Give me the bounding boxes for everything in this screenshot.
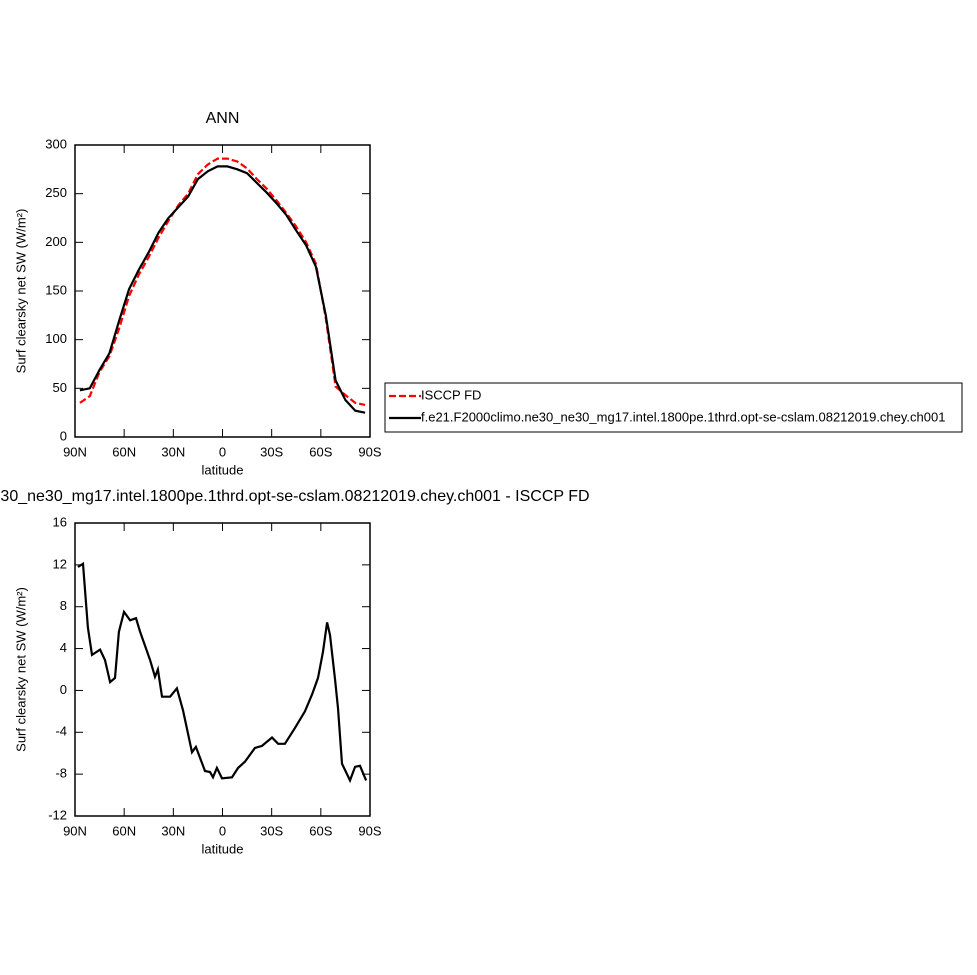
chart-title: f.e21.F2000climo.ne30_ne30_mg17.intel.18… bbox=[0, 488, 590, 505]
y-tick-label: 200 bbox=[45, 234, 67, 249]
y-axis-label: Surf clearsky net SW (W/m²) bbox=[13, 587, 28, 752]
y-tick-label: 300 bbox=[45, 136, 67, 151]
x-tick-label: 30S bbox=[260, 444, 283, 459]
x-tick-label: 30S bbox=[260, 823, 283, 838]
y-tick-label: 100 bbox=[45, 331, 67, 346]
y-tick-label: 12 bbox=[53, 556, 67, 571]
y-tick-label: 0 bbox=[60, 682, 67, 697]
data-line bbox=[79, 157, 366, 406]
data-line bbox=[79, 165, 366, 414]
x-axis-label: latitude bbox=[202, 462, 244, 477]
chart-title: ANN bbox=[206, 110, 240, 127]
data-line bbox=[77, 561, 368, 784]
x-axis-label: latitude bbox=[202, 841, 244, 856]
y-tick-label: 16 bbox=[53, 514, 67, 529]
y-tick-label: 250 bbox=[45, 185, 67, 200]
y-tick-label: 0 bbox=[60, 428, 67, 443]
x-tick-label: 90S bbox=[358, 444, 381, 459]
y-tick-label: 50 bbox=[53, 380, 67, 395]
legend-label: f.e21.F2000climo.ne30_ne30_mg17.intel.18… bbox=[421, 409, 945, 424]
y-tick-label: -4 bbox=[55, 724, 67, 739]
y-tick-label: 4 bbox=[60, 640, 67, 655]
x-tick-label: 60N bbox=[112, 444, 136, 459]
x-tick-label: 90N bbox=[63, 444, 87, 459]
x-tick-label: 0 bbox=[219, 444, 226, 459]
x-tick-label: 30N bbox=[161, 823, 185, 838]
legend-box bbox=[384, 382, 963, 433]
y-tick-label: 150 bbox=[45, 282, 67, 297]
legend-label: ISCCP FD bbox=[421, 387, 481, 402]
x-tick-label: 90S bbox=[358, 823, 381, 838]
x-tick-label: 30N bbox=[161, 444, 185, 459]
plot-frame bbox=[74, 144, 371, 438]
x-tick-label: 60S bbox=[309, 444, 332, 459]
y-tick-label: -12 bbox=[48, 807, 67, 822]
y-tick-label: -8 bbox=[55, 766, 67, 781]
plot-frame bbox=[74, 522, 371, 817]
x-tick-label: 0 bbox=[219, 823, 226, 838]
y-tick-label: 8 bbox=[60, 598, 67, 613]
legend: ISCCP FD f.e21.F2000climo.ne30_ne30_mg17.… bbox=[384, 382, 963, 433]
x-tick-label: 60S bbox=[309, 823, 332, 838]
x-tick-label: 60N bbox=[112, 823, 136, 838]
y-axis-label: Surf clearsky net SW (W/m²) bbox=[13, 209, 28, 374]
x-tick-label: 90N bbox=[63, 823, 87, 838]
